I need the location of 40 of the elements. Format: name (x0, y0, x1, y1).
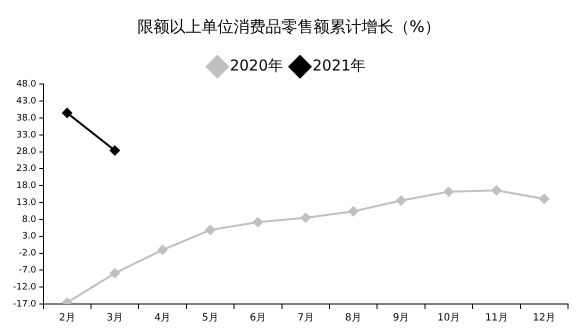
x-tick-label: 8月 (345, 312, 362, 324)
legend-label: 2021年 (312, 56, 366, 75)
y-tick-label: -2.0 (18, 248, 37, 259)
y-tick-label: 13.0 (16, 198, 37, 208)
y-tick-label: 18.0 (16, 180, 37, 191)
y-tick-label: -12.0 (12, 282, 37, 292)
x-tick-label: 10月 (437, 312, 460, 324)
point (491, 185, 502, 196)
point (444, 186, 454, 197)
point (300, 212, 311, 223)
x-tick-label: 12月 (532, 312, 556, 324)
x-tick-label: 4月 (154, 312, 171, 324)
point (252, 217, 263, 228)
point (348, 206, 358, 216)
y-tick-label: -17.0 (12, 299, 37, 310)
x-tick-label: 9月 (392, 312, 410, 324)
x-tick-label: 6月 (250, 312, 266, 324)
legend-label: 2020年 (230, 56, 284, 75)
y-tick-label: 23.0 (16, 164, 37, 174)
y-tick-label: 48.0 (16, 80, 37, 90)
x-tick-label: 2月 (58, 312, 76, 324)
point (62, 108, 72, 118)
y-tick-label: 3.0 (22, 232, 37, 242)
y-tick-label: 33.0 (16, 130, 37, 140)
point (539, 194, 550, 204)
y-tick-label: 28.0 (16, 147, 37, 158)
x-tick-label: 3月 (106, 312, 124, 324)
point (158, 244, 168, 255)
x-tick-label: 7月 (297, 312, 314, 324)
point (396, 196, 406, 206)
point (205, 224, 216, 235)
y-tick-label: 8.0 (22, 214, 37, 225)
chart-title: 限额以上单位消费品零售额累计增长（%） (137, 16, 441, 36)
point (110, 268, 120, 278)
y-tick-label: -7.0 (18, 266, 37, 276)
x-tick-label: 11月 (485, 312, 508, 324)
y-tick-label: 43.0 (16, 96, 37, 106)
x-tick-label: 5月 (202, 312, 218, 324)
point (110, 145, 120, 156)
y-tick-label: 38.0 (16, 113, 37, 124)
